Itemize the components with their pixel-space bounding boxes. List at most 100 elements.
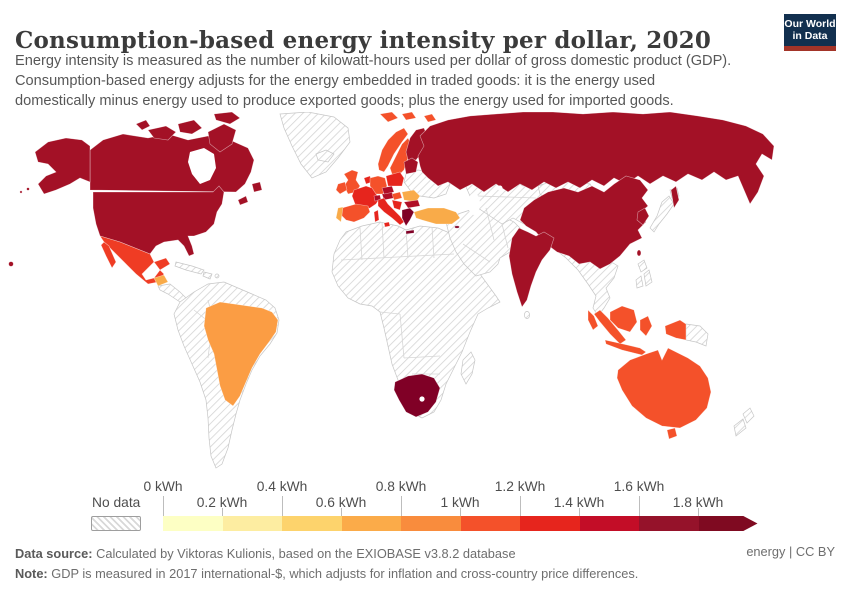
legend-tick-label: 1 kWh bbox=[440, 495, 480, 510]
country-canada-arctic-islands[interactable] bbox=[135, 111, 241, 153]
country-spain[interactable] bbox=[339, 203, 371, 223]
region-philippines[interactable] bbox=[635, 259, 653, 289]
legend-bin[interactable] bbox=[520, 516, 580, 531]
aleutian-islands[interactable] bbox=[26, 187, 30, 191]
region-puerto-rico[interactable] bbox=[214, 273, 220, 279]
legend-bin[interactable] bbox=[639, 516, 699, 531]
legend-tick bbox=[460, 508, 461, 516]
legend-tick bbox=[222, 508, 223, 516]
region-cuba[interactable] bbox=[174, 261, 205, 275]
country-baltics[interactable] bbox=[403, 157, 419, 175]
country-greece[interactable] bbox=[401, 207, 415, 235]
country-mexico-baja[interactable] bbox=[100, 241, 117, 269]
country-mexico[interactable] bbox=[99, 235, 171, 285]
legend-bin[interactable] bbox=[579, 516, 639, 531]
country-india[interactable] bbox=[508, 227, 555, 308]
owid-logo[interactable]: Our World in Data bbox=[784, 14, 836, 51]
country-australia[interactable] bbox=[616, 347, 712, 429]
country-canada[interactable] bbox=[89, 133, 255, 193]
country-indonesia-java[interactable] bbox=[604, 339, 647, 356]
legend-bin[interactable] bbox=[460, 516, 520, 531]
legend-bin[interactable] bbox=[401, 516, 461, 531]
legend-bin[interactable] bbox=[163, 516, 223, 531]
chart-footer: Data source: Calculated by Viktoras Kuli… bbox=[15, 544, 835, 584]
country-bulgaria[interactable] bbox=[403, 199, 421, 209]
country-australia-tasmania[interactable] bbox=[666, 427, 678, 440]
country-italy[interactable] bbox=[373, 197, 405, 228]
legend-tick-label: 1.6 kWh bbox=[613, 479, 665, 494]
page-title: Consumption-based energy intensity per d… bbox=[15, 27, 712, 55]
legend-tick-label: 1.8 kWh bbox=[672, 495, 724, 510]
data-source-label: Data source: bbox=[15, 546, 93, 561]
country-usa-hawaii[interactable] bbox=[8, 261, 14, 267]
country-canada-newfoundland[interactable] bbox=[237, 181, 263, 206]
country-norway[interactable] bbox=[377, 127, 409, 173]
legend-tick bbox=[520, 496, 521, 516]
country-indonesia-borneo[interactable] bbox=[609, 305, 638, 333]
legend-tick-label: 0.4 kWh bbox=[256, 479, 308, 494]
country-south-africa[interactable] bbox=[393, 373, 441, 418]
country-malaysia-peninsular[interactable] bbox=[587, 309, 599, 331]
legend-bin-open-ended[interactable] bbox=[698, 516, 758, 531]
country-russia[interactable] bbox=[417, 111, 775, 205]
country-russia-sakhalin[interactable] bbox=[670, 185, 680, 209]
legend-tick bbox=[341, 508, 342, 516]
logo-stripe bbox=[784, 46, 836, 51]
country-brazil[interactable] bbox=[203, 301, 279, 407]
region-africa[interactable] bbox=[331, 221, 501, 419]
country-portugal[interactable] bbox=[335, 206, 344, 223]
country-indonesia-sulawesi[interactable] bbox=[639, 315, 653, 337]
legend-bin[interactable] bbox=[222, 516, 282, 531]
region-sri-lanka[interactable] bbox=[524, 311, 530, 319]
country-romania[interactable] bbox=[401, 189, 421, 203]
country-hungary[interactable] bbox=[391, 191, 403, 201]
legend-tick-label: 0.8 kWh bbox=[375, 479, 427, 494]
legend-no-data-swatch[interactable] bbox=[91, 516, 141, 531]
region-hispaniola[interactable] bbox=[202, 271, 213, 280]
region-iceland[interactable] bbox=[315, 149, 335, 163]
country-ireland[interactable] bbox=[335, 181, 348, 195]
region-papua-new-guinea[interactable] bbox=[685, 323, 709, 347]
region-svalbard[interactable] bbox=[379, 111, 437, 123]
legend-tick bbox=[698, 508, 699, 516]
country-turkey[interactable] bbox=[413, 207, 461, 225]
caspian-sea bbox=[468, 193, 480, 215]
region-greenland[interactable] bbox=[279, 111, 351, 179]
chart-subtitle: Energy intensity is measured as the numb… bbox=[15, 53, 732, 110]
legend-tick-label: 0.2 kWh bbox=[196, 495, 248, 510]
data-source-line: Data source: Calculated by Viktoras Kuli… bbox=[15, 544, 835, 564]
region-madagascar[interactable] bbox=[460, 351, 476, 385]
country-czechia[interactable] bbox=[381, 185, 395, 195]
legend-tick bbox=[639, 496, 640, 516]
note-label: Note: bbox=[15, 565, 48, 581]
legend-no-data-label: No data bbox=[92, 495, 141, 510]
legend-color-bar bbox=[163, 516, 758, 531]
legend-bin[interactable] bbox=[341, 516, 401, 531]
legend-tick-label: 0 kWh bbox=[143, 479, 183, 494]
country-south-korea[interactable] bbox=[636, 207, 650, 226]
country-indonesia-papua[interactable] bbox=[664, 319, 687, 341]
logo-line2: in Data bbox=[792, 30, 828, 42]
region-new-zealand[interactable] bbox=[733, 407, 755, 437]
license-link[interactable]: energy | CC BY bbox=[746, 544, 835, 559]
legend-tick bbox=[401, 496, 402, 516]
country-serbia-croatia[interactable] bbox=[391, 199, 403, 211]
logo-line1: Our World bbox=[784, 18, 836, 30]
country-borders bbox=[193, 195, 537, 375]
country-taiwan[interactable] bbox=[636, 249, 642, 257]
country-france[interactable] bbox=[351, 185, 381, 211]
owid-logo-text: Our World in Data bbox=[784, 14, 836, 46]
country-cyprus[interactable] bbox=[454, 225, 460, 229]
legend-tick bbox=[282, 496, 283, 516]
aleutian-islands[interactable] bbox=[19, 190, 23, 194]
country-poland[interactable] bbox=[385, 171, 405, 187]
region-japan[interactable] bbox=[649, 195, 675, 233]
legend-tick-label: 1.4 kWh bbox=[553, 495, 605, 510]
note-text: GDP is measured in 2017 international-$,… bbox=[47, 565, 639, 581]
country-guatemala[interactable] bbox=[153, 274, 169, 287]
country-usa-alaska[interactable] bbox=[34, 137, 91, 195]
legend-bin[interactable] bbox=[282, 516, 342, 531]
legend-tick bbox=[163, 496, 164, 516]
